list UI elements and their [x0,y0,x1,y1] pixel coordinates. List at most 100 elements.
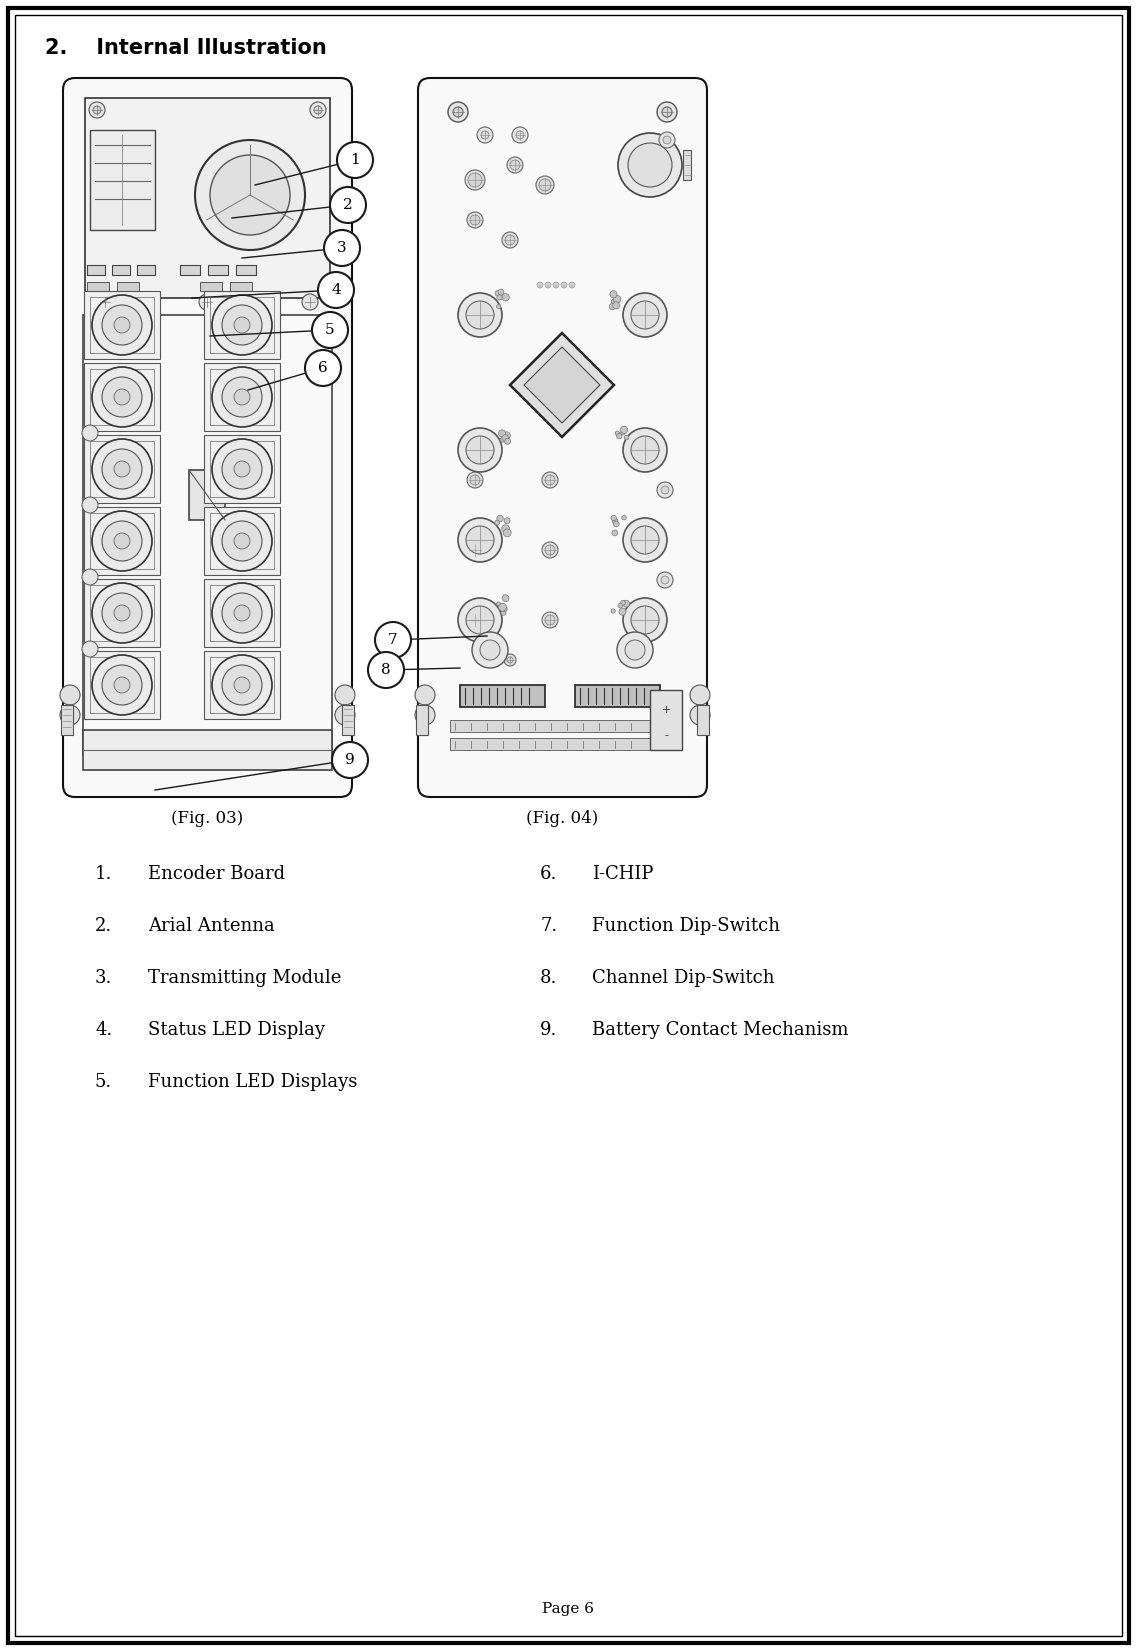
Circle shape [619,134,682,196]
Circle shape [504,654,516,665]
Text: Transmitting Module: Transmitting Module [148,969,341,987]
Bar [85,97,330,297]
Circle shape [609,291,617,297]
Text: 2: 2 [343,198,352,211]
Text: -: - [664,730,669,740]
Circle shape [82,641,98,657]
Circle shape [621,601,625,606]
Text: 2.    Internal Illustration: 2. Internal Illustration [45,38,326,58]
Text: 9: 9 [346,753,355,768]
Circle shape [199,294,215,310]
Text: Arial Antenna: Arial Antenna [148,916,275,934]
Circle shape [504,518,511,523]
Text: Function Dip-Switch: Function Dip-Switch [592,916,780,934]
Text: 7.: 7. [540,916,557,934]
Circle shape [222,593,262,632]
Circle shape [616,434,622,439]
Circle shape [501,606,507,611]
Circle shape [114,317,130,334]
Circle shape [499,603,506,611]
Bar [90,513,153,570]
Circle shape [114,390,130,404]
Circle shape [690,685,709,705]
Text: Channel Dip-Switch: Channel Dip-Switch [592,969,774,987]
Circle shape [621,431,624,436]
Circle shape [234,461,250,477]
Circle shape [114,604,130,621]
Bar [460,685,545,707]
Circle shape [458,598,503,642]
Circle shape [466,527,493,555]
Circle shape [478,127,493,144]
Circle shape [501,525,509,532]
Circle shape [465,170,485,190]
Text: Status LED Display: Status LED Display [148,1020,325,1038]
Circle shape [612,530,617,537]
Circle shape [623,292,667,337]
Circle shape [542,472,558,489]
Circle shape [516,130,524,139]
Circle shape [472,632,508,669]
Bar [450,738,675,750]
Circle shape [542,613,558,627]
Text: 3.: 3. [96,969,113,987]
Circle shape [114,533,130,550]
Circle shape [657,571,673,588]
Bar [204,507,280,575]
Text: 1: 1 [350,154,360,167]
Circle shape [335,685,355,705]
Text: 1.: 1. [96,865,113,883]
Bar [61,705,73,735]
Circle shape [628,144,672,187]
Bar [117,282,139,291]
Circle shape [448,102,468,122]
Circle shape [312,312,348,348]
Circle shape [545,545,555,555]
Text: 9.: 9. [540,1020,557,1038]
Circle shape [613,518,617,523]
Circle shape [468,173,482,187]
Circle shape [613,296,621,304]
Text: 6: 6 [318,362,327,375]
Bar [90,130,155,229]
Circle shape [211,583,272,642]
Circle shape [609,304,615,310]
Circle shape [622,515,626,520]
Circle shape [310,102,326,117]
Circle shape [314,106,322,114]
Text: (Fig. 04): (Fig. 04) [526,811,598,827]
Bar [84,650,160,718]
Bar [204,580,280,647]
Text: 8.: 8. [540,969,557,987]
Circle shape [512,127,528,144]
Circle shape [505,234,515,244]
FancyBboxPatch shape [63,78,352,797]
Circle shape [375,622,410,659]
FancyBboxPatch shape [418,78,707,797]
Circle shape [614,522,620,527]
Polygon shape [511,334,614,438]
Circle shape [114,461,130,477]
Bar [83,730,332,769]
Circle shape [470,215,480,225]
Circle shape [615,431,620,436]
Circle shape [324,229,360,266]
Bar [83,315,332,755]
Circle shape [467,472,483,489]
Circle shape [466,606,493,634]
Bar [136,266,155,276]
Circle shape [102,522,142,561]
Circle shape [89,102,105,117]
Bar [416,705,428,735]
Circle shape [612,299,615,304]
Circle shape [568,282,575,287]
Bar [650,690,682,750]
Circle shape [553,282,559,287]
Text: 8: 8 [381,664,391,677]
Circle shape [92,439,152,499]
Circle shape [302,294,318,310]
Bar [180,266,200,276]
Circle shape [211,367,272,428]
Bar [90,370,153,424]
Circle shape [467,613,483,627]
